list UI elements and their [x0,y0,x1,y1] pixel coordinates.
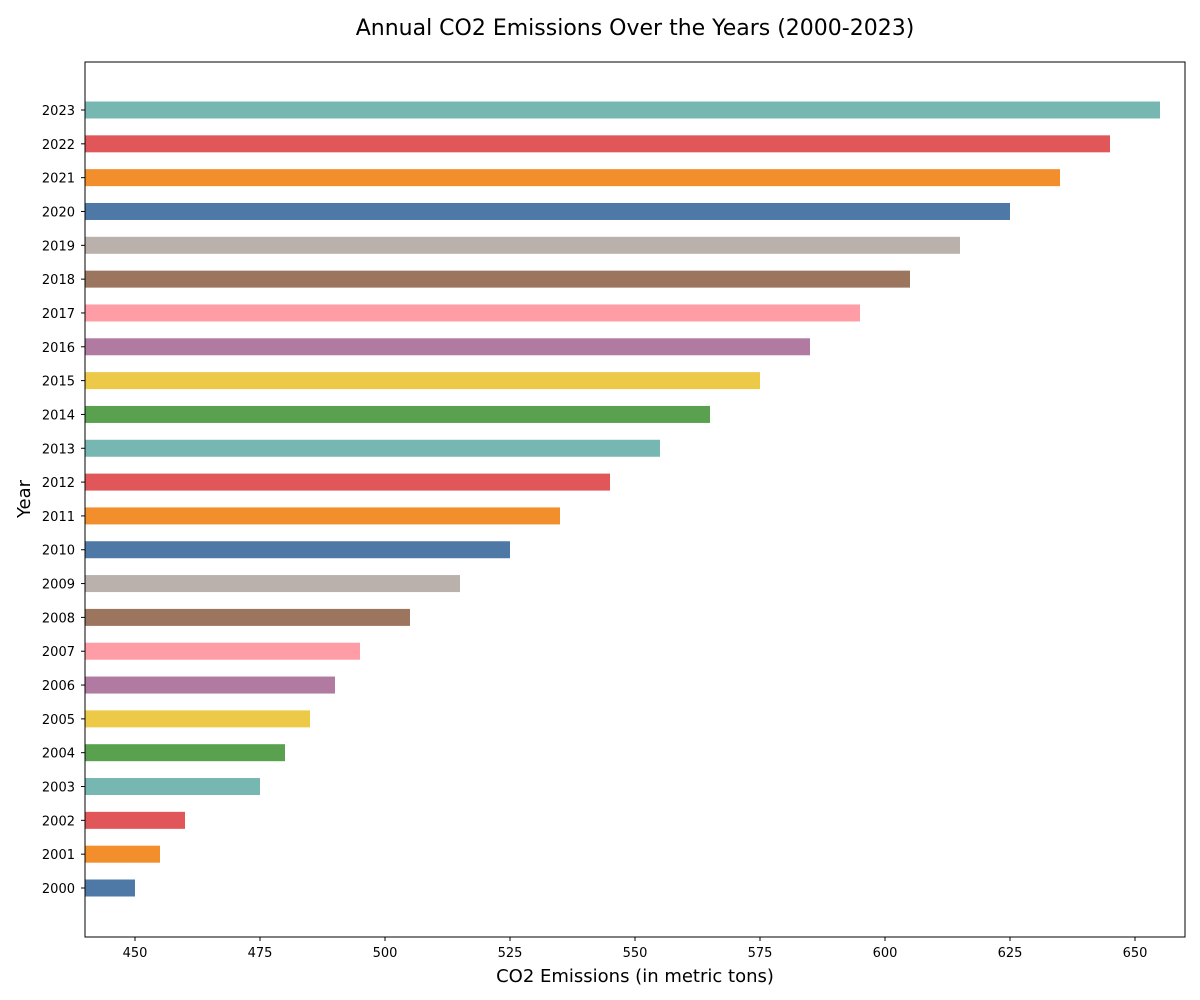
y-tick-label: 2023 [42,104,75,119]
plot-frame [84,61,1186,938]
bar-2004 [85,744,285,762]
x-tick-label: 625 [998,946,1023,961]
bar-2016 [85,338,810,356]
y-tick-label: 2022 [42,138,75,153]
y-tick-label: 2011 [42,510,75,525]
y-axis-label: Year [14,479,35,519]
bar-2022 [85,135,1110,153]
bar-2021 [85,169,1060,187]
bar-2019 [85,236,960,254]
bar-2007 [85,642,360,660]
chart-title: Annual CO2 Emissions Over the Years (200… [356,16,915,41]
bar-2003 [85,778,260,796]
y-tick-label: 2016 [42,341,75,356]
bars-layer [85,101,1160,897]
x-tick-label: 550 [623,946,648,961]
y-tick-label: 2012 [42,476,75,491]
x-tick-label: 575 [748,946,773,961]
bar-2013 [85,439,660,457]
y-tick-label: 2009 [42,578,75,593]
x-axis-label: CO2 Emissions (in metric tons) [496,966,774,987]
y-tick-label: 2008 [42,611,75,626]
y-tick-label: 2006 [42,679,75,694]
y-tick-label: 2019 [42,239,75,254]
bar-2009 [85,575,460,593]
x-tick-label: 525 [498,946,523,961]
x-tick-label: 500 [373,946,398,961]
x-tick-label: 600 [873,946,898,961]
y-axis: 2000 2001 2002 2003 2004 2005 2006 2007 2008 2009… [42,104,85,897]
y-tick-label: 2020 [42,205,75,220]
x-axis: 450 475 500 525 550 575 600 625 650 [123,937,1148,961]
y-tick-label: 2001 [42,848,75,863]
bar-2020 [85,202,1010,220]
y-tick-label: 2010 [42,544,75,559]
y-tick-label: 2002 [42,814,75,829]
y-tick-label: 2004 [42,747,75,762]
bar-2001 [85,845,160,863]
y-tick-label: 2013 [42,442,75,457]
y-tick-label: 2000 [42,882,75,897]
bar-2023 [85,101,1160,119]
y-tick-label: 2003 [42,781,75,796]
y-tick-label: 2015 [42,375,75,390]
y-tick-label: 2007 [42,645,75,660]
bar-2002 [85,811,185,829]
bar-2012 [85,473,610,491]
bar-2014 [85,405,710,423]
x-tick-label: 450 [123,946,148,961]
bar-2005 [85,710,310,728]
x-tick-label: 650 [1123,946,1148,961]
bar-2010 [85,541,510,559]
bar-2011 [85,507,560,525]
bar-2008 [85,608,410,626]
bar-2006 [85,676,335,694]
y-tick-label: 2014 [42,408,75,423]
y-tick-label: 2005 [42,713,75,728]
bar-2015 [85,372,760,390]
x-tick-label: 475 [248,946,273,961]
bar-2018 [85,270,910,288]
y-tick-label: 2018 [42,273,75,288]
y-tick-label: 2017 [42,307,75,322]
bar-2017 [85,304,860,322]
y-tick-label: 2021 [42,172,75,187]
bar-2000 [85,879,135,897]
